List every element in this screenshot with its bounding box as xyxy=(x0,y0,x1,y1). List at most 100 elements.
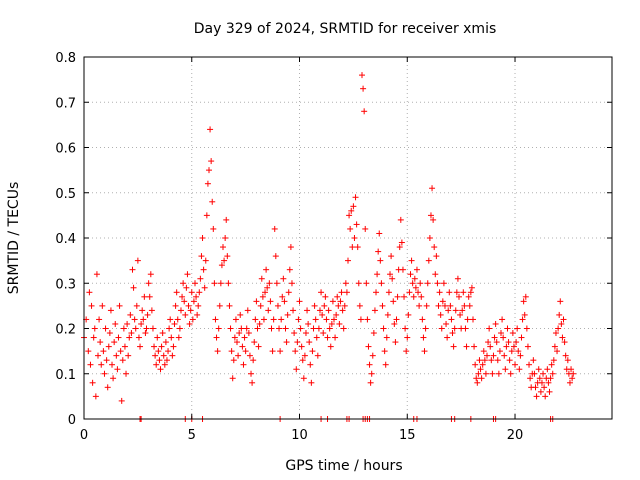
data-point xyxy=(173,289,180,296)
data-point xyxy=(207,126,214,133)
data-point xyxy=(291,330,298,337)
data-point xyxy=(318,289,325,296)
data-point xyxy=(235,352,242,359)
data-point xyxy=(492,320,499,327)
data-point xyxy=(422,325,429,332)
data-point xyxy=(552,330,559,337)
data-point xyxy=(426,235,433,241)
data-point xyxy=(507,370,514,377)
data-point xyxy=(367,379,374,386)
data-point xyxy=(475,370,482,377)
data-point xyxy=(226,302,233,309)
data-point xyxy=(373,289,380,296)
data-point xyxy=(272,253,279,260)
data-point xyxy=(222,235,229,241)
data-point xyxy=(402,325,409,332)
data-point xyxy=(199,235,206,241)
data-point xyxy=(154,334,161,341)
data-point xyxy=(258,275,265,282)
data-point xyxy=(446,289,453,296)
data-point xyxy=(109,361,116,368)
data-point xyxy=(523,325,530,332)
data-point xyxy=(467,289,474,296)
x-tick-label: 10 xyxy=(291,428,308,443)
data-point xyxy=(126,334,133,341)
data-point xyxy=(113,352,120,359)
data-point xyxy=(324,334,331,341)
data-point xyxy=(208,158,215,165)
y-tick-label: 0.1 xyxy=(55,368,76,383)
data-point xyxy=(370,330,377,337)
data-point xyxy=(435,302,442,309)
data-point xyxy=(498,330,505,337)
data-point xyxy=(471,343,478,350)
data-point xyxy=(437,311,444,318)
data-point xyxy=(522,293,529,300)
data-point xyxy=(334,293,341,300)
data-point xyxy=(430,216,437,223)
data-point xyxy=(268,325,275,332)
data-point xyxy=(512,361,519,368)
data-point xyxy=(95,352,102,359)
data-point xyxy=(535,366,542,373)
data-point xyxy=(557,298,564,305)
data-point xyxy=(461,302,468,309)
data-point xyxy=(353,221,360,228)
data-point xyxy=(387,271,394,278)
data-point xyxy=(148,307,155,314)
data-point xyxy=(187,307,194,314)
data-point xyxy=(310,325,317,332)
data-point xyxy=(419,316,426,323)
data-point xyxy=(107,307,114,314)
data-point xyxy=(443,320,450,327)
data-point xyxy=(180,280,187,287)
data-point xyxy=(368,370,375,377)
data-point xyxy=(280,275,287,282)
data-point xyxy=(568,366,575,373)
data-point xyxy=(479,361,486,368)
data-point xyxy=(188,289,195,296)
data-point xyxy=(477,366,484,373)
data-point xyxy=(167,316,174,323)
data-point xyxy=(311,302,318,309)
data-point xyxy=(101,370,108,377)
data-point xyxy=(341,302,348,309)
data-point xyxy=(284,311,291,318)
data-point xyxy=(224,253,231,260)
data-point xyxy=(144,311,151,318)
data-point xyxy=(411,275,418,282)
data-point xyxy=(213,334,220,341)
data-point xyxy=(286,266,293,273)
data-point xyxy=(450,343,457,350)
data-point xyxy=(509,330,516,337)
data-point xyxy=(345,257,351,264)
data-point xyxy=(351,235,358,241)
data-point xyxy=(124,320,131,327)
data-point xyxy=(333,311,340,318)
data-point xyxy=(416,302,423,309)
data-point xyxy=(246,352,253,359)
data-point xyxy=(266,280,273,287)
data-point xyxy=(532,384,539,391)
data-point xyxy=(131,316,138,323)
data-point xyxy=(488,357,495,364)
y-tick-label: 0.3 xyxy=(55,277,76,292)
data-point xyxy=(319,311,326,318)
data-point xyxy=(186,320,193,327)
data-point xyxy=(384,311,391,318)
data-point xyxy=(504,325,511,332)
data-point xyxy=(236,330,243,337)
data-point xyxy=(513,339,520,346)
data-point xyxy=(141,293,148,300)
data-point xyxy=(541,384,548,391)
data-point xyxy=(405,311,412,318)
data-point xyxy=(385,289,392,296)
data-point xyxy=(423,302,430,309)
data-point xyxy=(223,216,230,223)
y-tick-label: 0.4 xyxy=(55,232,76,247)
data-point xyxy=(172,302,179,309)
data-point xyxy=(459,307,466,314)
data-point xyxy=(493,339,500,346)
data-point xyxy=(339,307,346,314)
data-point xyxy=(396,244,403,251)
